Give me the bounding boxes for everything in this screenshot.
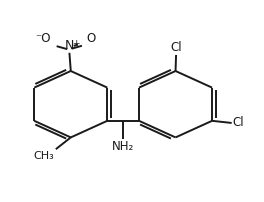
Text: NH₂: NH₂	[112, 140, 134, 153]
Text: N: N	[65, 39, 74, 52]
Text: Cl: Cl	[233, 117, 244, 129]
Text: O: O	[87, 32, 96, 45]
Text: +: +	[72, 39, 79, 48]
Text: ⁻O: ⁻O	[35, 32, 50, 45]
Text: CH₃: CH₃	[34, 151, 54, 161]
Text: Cl: Cl	[170, 41, 182, 54]
